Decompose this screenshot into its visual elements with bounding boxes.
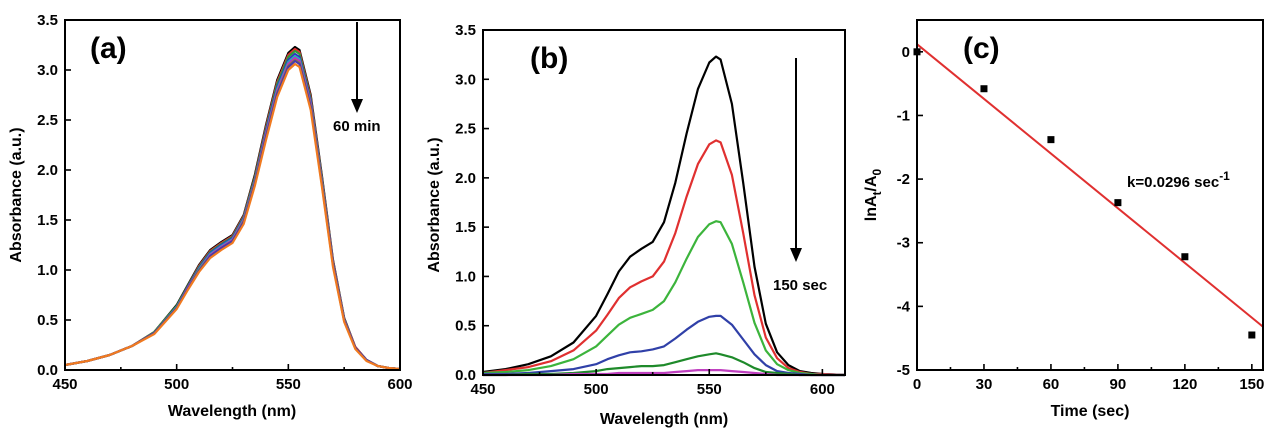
panel-a-ticks: 450 500 550 600 0.0 0.5 1.0 1.5 2.0 2.5 3.0 3.5 [37, 12, 412, 393]
y-tick-label: 0.5 [37, 312, 58, 329]
panel-c-annotation-main: k=0.0296 sec [1127, 174, 1219, 191]
panel-a-xlabel: Wavelength (nm) [168, 403, 296, 420]
y-tick-label: 1.0 [37, 262, 58, 279]
x-tick-label: 550 [276, 376, 301, 393]
spectrum-line-6 [64, 56, 401, 371]
y-tick-label: 1.0 [455, 268, 476, 285]
panel-c: 0 30 60 90 120 150 0 -1 -2 -3 -4 -5 (c) k=0.0296 se… [863, 19, 1265, 420]
panel-b-xlabel: Wavelength (nm) [600, 411, 728, 428]
data-point [1114, 199, 1122, 207]
x-tick-label: 450 [470, 381, 495, 398]
panel-a-label: (a) [90, 32, 127, 65]
x-tick-label: 500 [164, 376, 189, 393]
spectrum-line-2 [64, 47, 401, 371]
x-tick-label: 30 [976, 376, 993, 393]
y-tick-label: 0.5 [455, 318, 476, 335]
y-tick-label: 0.0 [455, 367, 476, 384]
spectrum-line-5 [483, 352, 845, 377]
panel-c-ylabel-main: lnA [863, 195, 880, 221]
y-tick-label: -4 [897, 298, 911, 315]
spectrum-line-9 [64, 62, 401, 371]
x-tick-label: 0 [913, 376, 921, 393]
spectrum-line-7 [64, 58, 401, 371]
x-tick-label: 600 [810, 381, 835, 398]
spectrum-line-8 [64, 59, 401, 371]
data-point [1181, 253, 1189, 261]
x-tick-label: 150 [1239, 376, 1264, 393]
panel-b-ticks: 450 500 550 600 0.0 0.5 1.0 1.5 2.0 2.5 3.0 3.5 [455, 22, 835, 398]
panel-b-ylabel: Absorbance (a.u.) [426, 137, 443, 272]
spectrum-line-3 [482, 220, 845, 377]
panel-b-arrow [790, 58, 802, 262]
panel-a-frame [64, 19, 401, 371]
x-tick-label: 60 [1043, 376, 1060, 393]
spectrum-line-3 [64, 49, 401, 371]
fit-line [916, 43, 1264, 328]
y-tick-label: 0.0 [37, 362, 58, 379]
panel-b-label: (b) [530, 42, 568, 75]
y-tick-label: 1.5 [37, 212, 58, 229]
x-tick-label: 120 [1172, 376, 1197, 393]
panel-b-annotation: 150 sec [773, 277, 827, 294]
panel-b-frame [482, 29, 846, 376]
spectrum-line-2 [482, 139, 846, 377]
x-tick-label: 450 [52, 376, 77, 393]
panel-c-label: (c) [963, 32, 1000, 65]
panel-c-ticks: 0 30 60 90 120 150 0 -1 -2 -3 -4 -5 [897, 44, 1265, 393]
y-tick-label: 2.5 [455, 121, 476, 138]
spectrum-line-1 [64, 45, 401, 371]
y-tick-label: 0 [902, 44, 910, 61]
panel-a: 450 500 550 600 0.0 0.5 1.0 1.5 2.0 2.5 3.0 3.5 (a)… [8, 12, 413, 420]
panel-b: 450 500 550 600 0.0 0.5 1.0 1.5 2.0 2.5 3.0 3.5 (b)… [426, 22, 846, 428]
spectrum-line-1 [482, 55, 846, 377]
panel-a-spectra [64, 45, 401, 371]
panel-c-ylabel-sub1: t [870, 191, 884, 195]
y-tick-label: -5 [897, 362, 910, 379]
panel-c-frame [916, 19, 1264, 371]
y-tick-label: 3.0 [37, 62, 58, 79]
data-point [1047, 136, 1055, 144]
y-tick-label: 1.5 [455, 219, 476, 236]
panel-a-annotation: 60 min [333, 118, 381, 135]
y-tick-label: 2.0 [455, 170, 476, 187]
y-tick-label: 3.0 [455, 71, 476, 88]
panel-c-fit [916, 43, 1264, 328]
panel-c-xlabel: Time (sec) [1051, 403, 1130, 420]
data-point [980, 85, 988, 93]
y-tick-label: 3.5 [455, 22, 476, 39]
y-tick-label: 3.5 [37, 12, 58, 29]
panel-a-arrow [351, 22, 363, 113]
data-point [1248, 331, 1256, 339]
panel-c-annotation: k=0.0296 sec-1 [1127, 169, 1230, 191]
y-tick-label: 2.5 [37, 112, 58, 129]
y-tick-label: 2.0 [37, 162, 58, 179]
panel-a-ylabel: Absorbance (a.u.) [8, 127, 25, 262]
panel-c-ylabel-mid: /A [863, 175, 880, 191]
y-tick-label: -1 [897, 107, 910, 124]
x-tick-label: 90 [1110, 376, 1127, 393]
x-tick-label: 600 [387, 376, 412, 393]
panel-c-ylabel: lnAt/A0 [863, 168, 884, 221]
panel-b-spectra [482, 55, 846, 377]
spectrum-line-4 [64, 52, 401, 371]
panel-c-ylabel-sub2: 0 [870, 168, 884, 175]
panel-c-points [913, 48, 1256, 339]
panel-c-annotation-sup: -1 [1219, 169, 1230, 183]
y-tick-label: -2 [897, 171, 910, 188]
y-tick-label: -3 [897, 235, 910, 252]
x-tick-label: 550 [697, 381, 722, 398]
spectrum-line-4 [483, 314, 845, 377]
spectrum-line-5 [64, 54, 401, 371]
x-tick-label: 500 [584, 381, 609, 398]
